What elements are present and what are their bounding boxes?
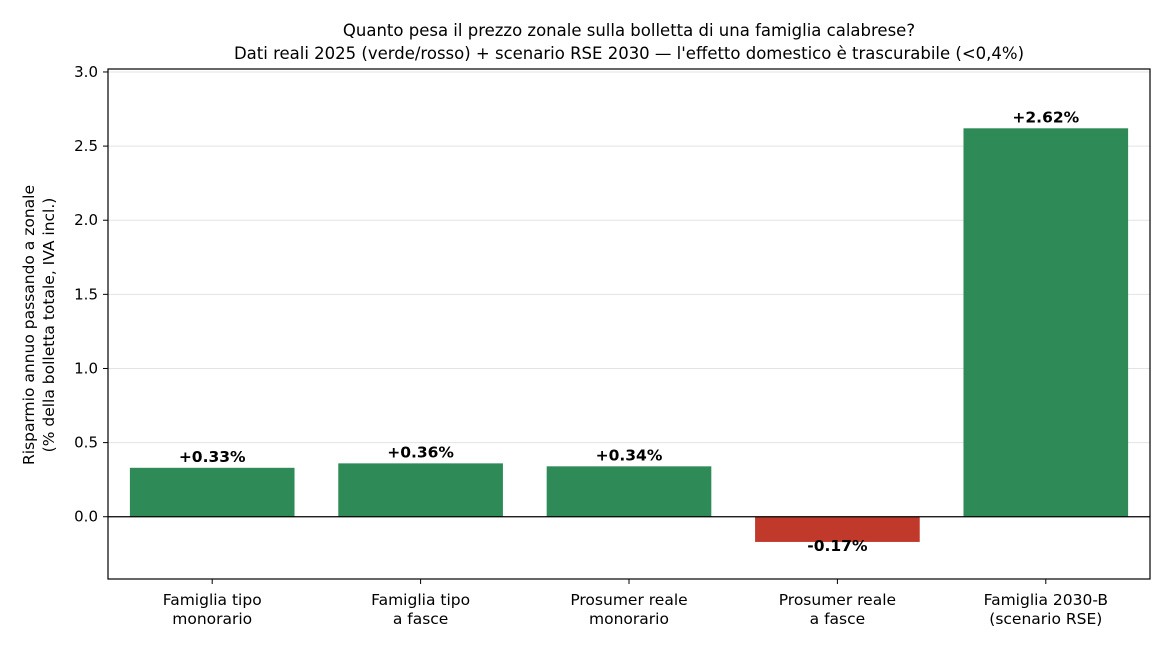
x-tick-label: Famiglia tipo <box>163 591 262 609</box>
x-tick-label: Prosumer reale <box>570 591 687 609</box>
data-label: +0.36% <box>387 443 454 461</box>
x-tick-label: monorario <box>172 610 252 628</box>
y-tick-label: 0.5 <box>74 434 98 452</box>
x-tick-label: monorario <box>589 610 669 628</box>
y-tick-label: 2.0 <box>74 211 98 229</box>
y-tick-label: 1.5 <box>74 285 98 303</box>
x-tick-label: a fasce <box>810 610 866 628</box>
chart-subtitle: Dati reali 2025 (verde/rosso) + scenario… <box>234 44 1024 63</box>
y-tick-label: 1.0 <box>74 359 98 377</box>
bar <box>338 463 503 517</box>
y-axis-label-sub: (% della bolletta totale, IVA incl.) <box>40 198 58 453</box>
y-tick-label: 0.0 <box>74 508 98 526</box>
y-tick-label: 2.5 <box>74 137 98 155</box>
x-tick-label: Famiglia 2030-B <box>984 591 1108 609</box>
data-label: +0.34% <box>596 446 663 464</box>
bars <box>129 128 1129 542</box>
x-tick-label: Prosumer reale <box>779 591 896 609</box>
x-tick-label: Famiglia tipo <box>371 591 470 609</box>
data-labels: +0.33% +0.36% +0.34% -0.17% +2.62% <box>179 108 1080 555</box>
x-tick-label: (scenario RSE) <box>989 610 1102 628</box>
bar <box>129 467 295 517</box>
bar <box>963 128 1129 517</box>
y-tick-label: 3.0 <box>74 63 98 81</box>
chart-title: Quanto pesa il prezzo zonale sulla bolle… <box>343 21 915 40</box>
y-axis-label: Risparmio annuo passando a zonale <box>20 185 38 465</box>
data-label: -0.17% <box>807 537 868 555</box>
data-label: +0.33% <box>179 448 246 466</box>
bar <box>755 516 920 542</box>
y-axis: 0.0 0.5 1.0 1.5 2.0 2.5 3.0 <box>74 63 108 526</box>
x-tick-label: a fasce <box>393 610 449 628</box>
bar <box>546 466 712 517</box>
data-label: +2.62% <box>1012 108 1079 126</box>
